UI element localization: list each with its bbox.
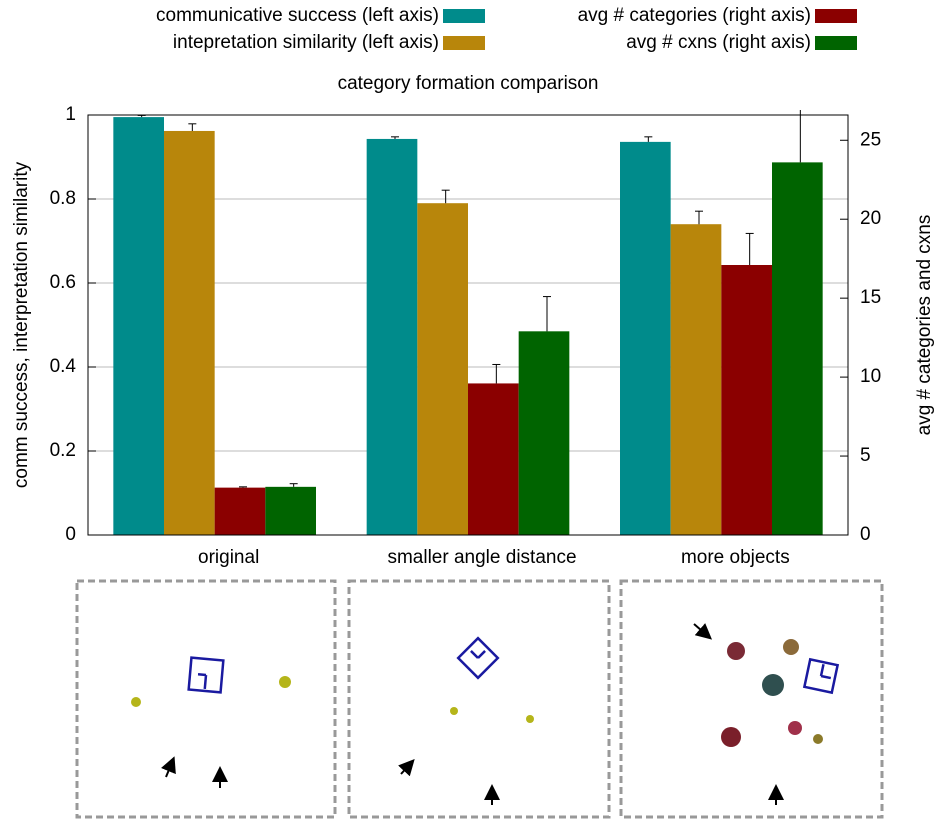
bar	[265, 486, 316, 535]
y2-tick-label: 0	[860, 524, 871, 545]
robot-square	[802, 657, 840, 695]
legend-label: intepretation similarity (left axis)	[173, 32, 439, 53]
scene-panel	[619, 579, 884, 819]
object	[526, 715, 534, 723]
legend-label: avg # categories (right axis)	[578, 5, 811, 26]
error-bar	[492, 363, 501, 384]
error-bar	[239, 486, 247, 488]
scene-panel	[347, 579, 611, 819]
y-axis-label: comm success, interpretation similarity	[11, 161, 32, 488]
legend-swatch	[815, 36, 857, 50]
error-bar	[289, 483, 298, 487]
object	[813, 734, 823, 744]
y2-tick-label: 5	[860, 445, 871, 466]
plot-frame	[87, 114, 849, 536]
chart-title: category formation comparison	[338, 73, 599, 94]
error-bar	[441, 189, 450, 204]
object	[131, 697, 141, 707]
y2-tick-label: 25	[860, 129, 881, 150]
y-tick-label: 0.6	[50, 272, 76, 293]
scene-panels	[75, 579, 884, 819]
scene-panel	[75, 579, 337, 819]
error-bar	[745, 232, 754, 265]
error-bar	[543, 296, 551, 332]
arrow	[397, 759, 415, 777]
legend-swatch	[443, 36, 485, 50]
x-tick-label: original	[198, 547, 259, 568]
legend-label: communicative success (left axis)	[156, 5, 439, 26]
object	[783, 639, 799, 655]
arrow	[161, 756, 176, 778]
bar	[670, 224, 722, 535]
x-tick-label: more objects	[681, 547, 790, 568]
robot-square	[456, 636, 500, 680]
error-bar	[644, 136, 653, 142]
arrow	[693, 623, 713, 640]
legend-swatch	[815, 9, 857, 23]
legend-label: avg # cxns (right axis)	[626, 32, 811, 53]
object	[727, 642, 745, 660]
error-bar	[188, 123, 197, 131]
object	[788, 721, 802, 735]
bar	[417, 203, 468, 535]
object	[762, 674, 784, 696]
bar	[214, 487, 266, 535]
bar	[468, 383, 519, 535]
bar	[164, 130, 215, 535]
error-bar	[137, 114, 146, 118]
object	[279, 676, 291, 688]
bar	[721, 265, 772, 535]
error-bar	[799, 110, 801, 163]
bar	[113, 117, 164, 535]
y-tick-label: 0.8	[50, 188, 76, 209]
error-bar	[391, 136, 399, 139]
x-tick-label: smaller angle distance	[387, 547, 576, 568]
legend-swatch	[443, 9, 485, 23]
y2-axis-label: avg # categories and cxns	[914, 215, 935, 436]
y2-tick-label: 15	[860, 287, 881, 308]
y-tick-label: 0.4	[50, 356, 77, 377]
bars	[113, 110, 823, 536]
robot-square	[187, 656, 225, 694]
object	[721, 727, 741, 747]
y-tick-label: 0	[65, 524, 76, 545]
bar	[772, 162, 823, 536]
error-bar	[695, 210, 703, 225]
y-tick-label: 0.2	[50, 440, 76, 461]
bar	[366, 138, 418, 535]
y2-tick-label: 10	[860, 366, 881, 387]
y-tick-label: 1	[65, 104, 76, 125]
bar	[518, 331, 570, 535]
object	[450, 707, 458, 715]
y2-tick-label: 20	[860, 208, 881, 229]
bar	[620, 141, 671, 535]
